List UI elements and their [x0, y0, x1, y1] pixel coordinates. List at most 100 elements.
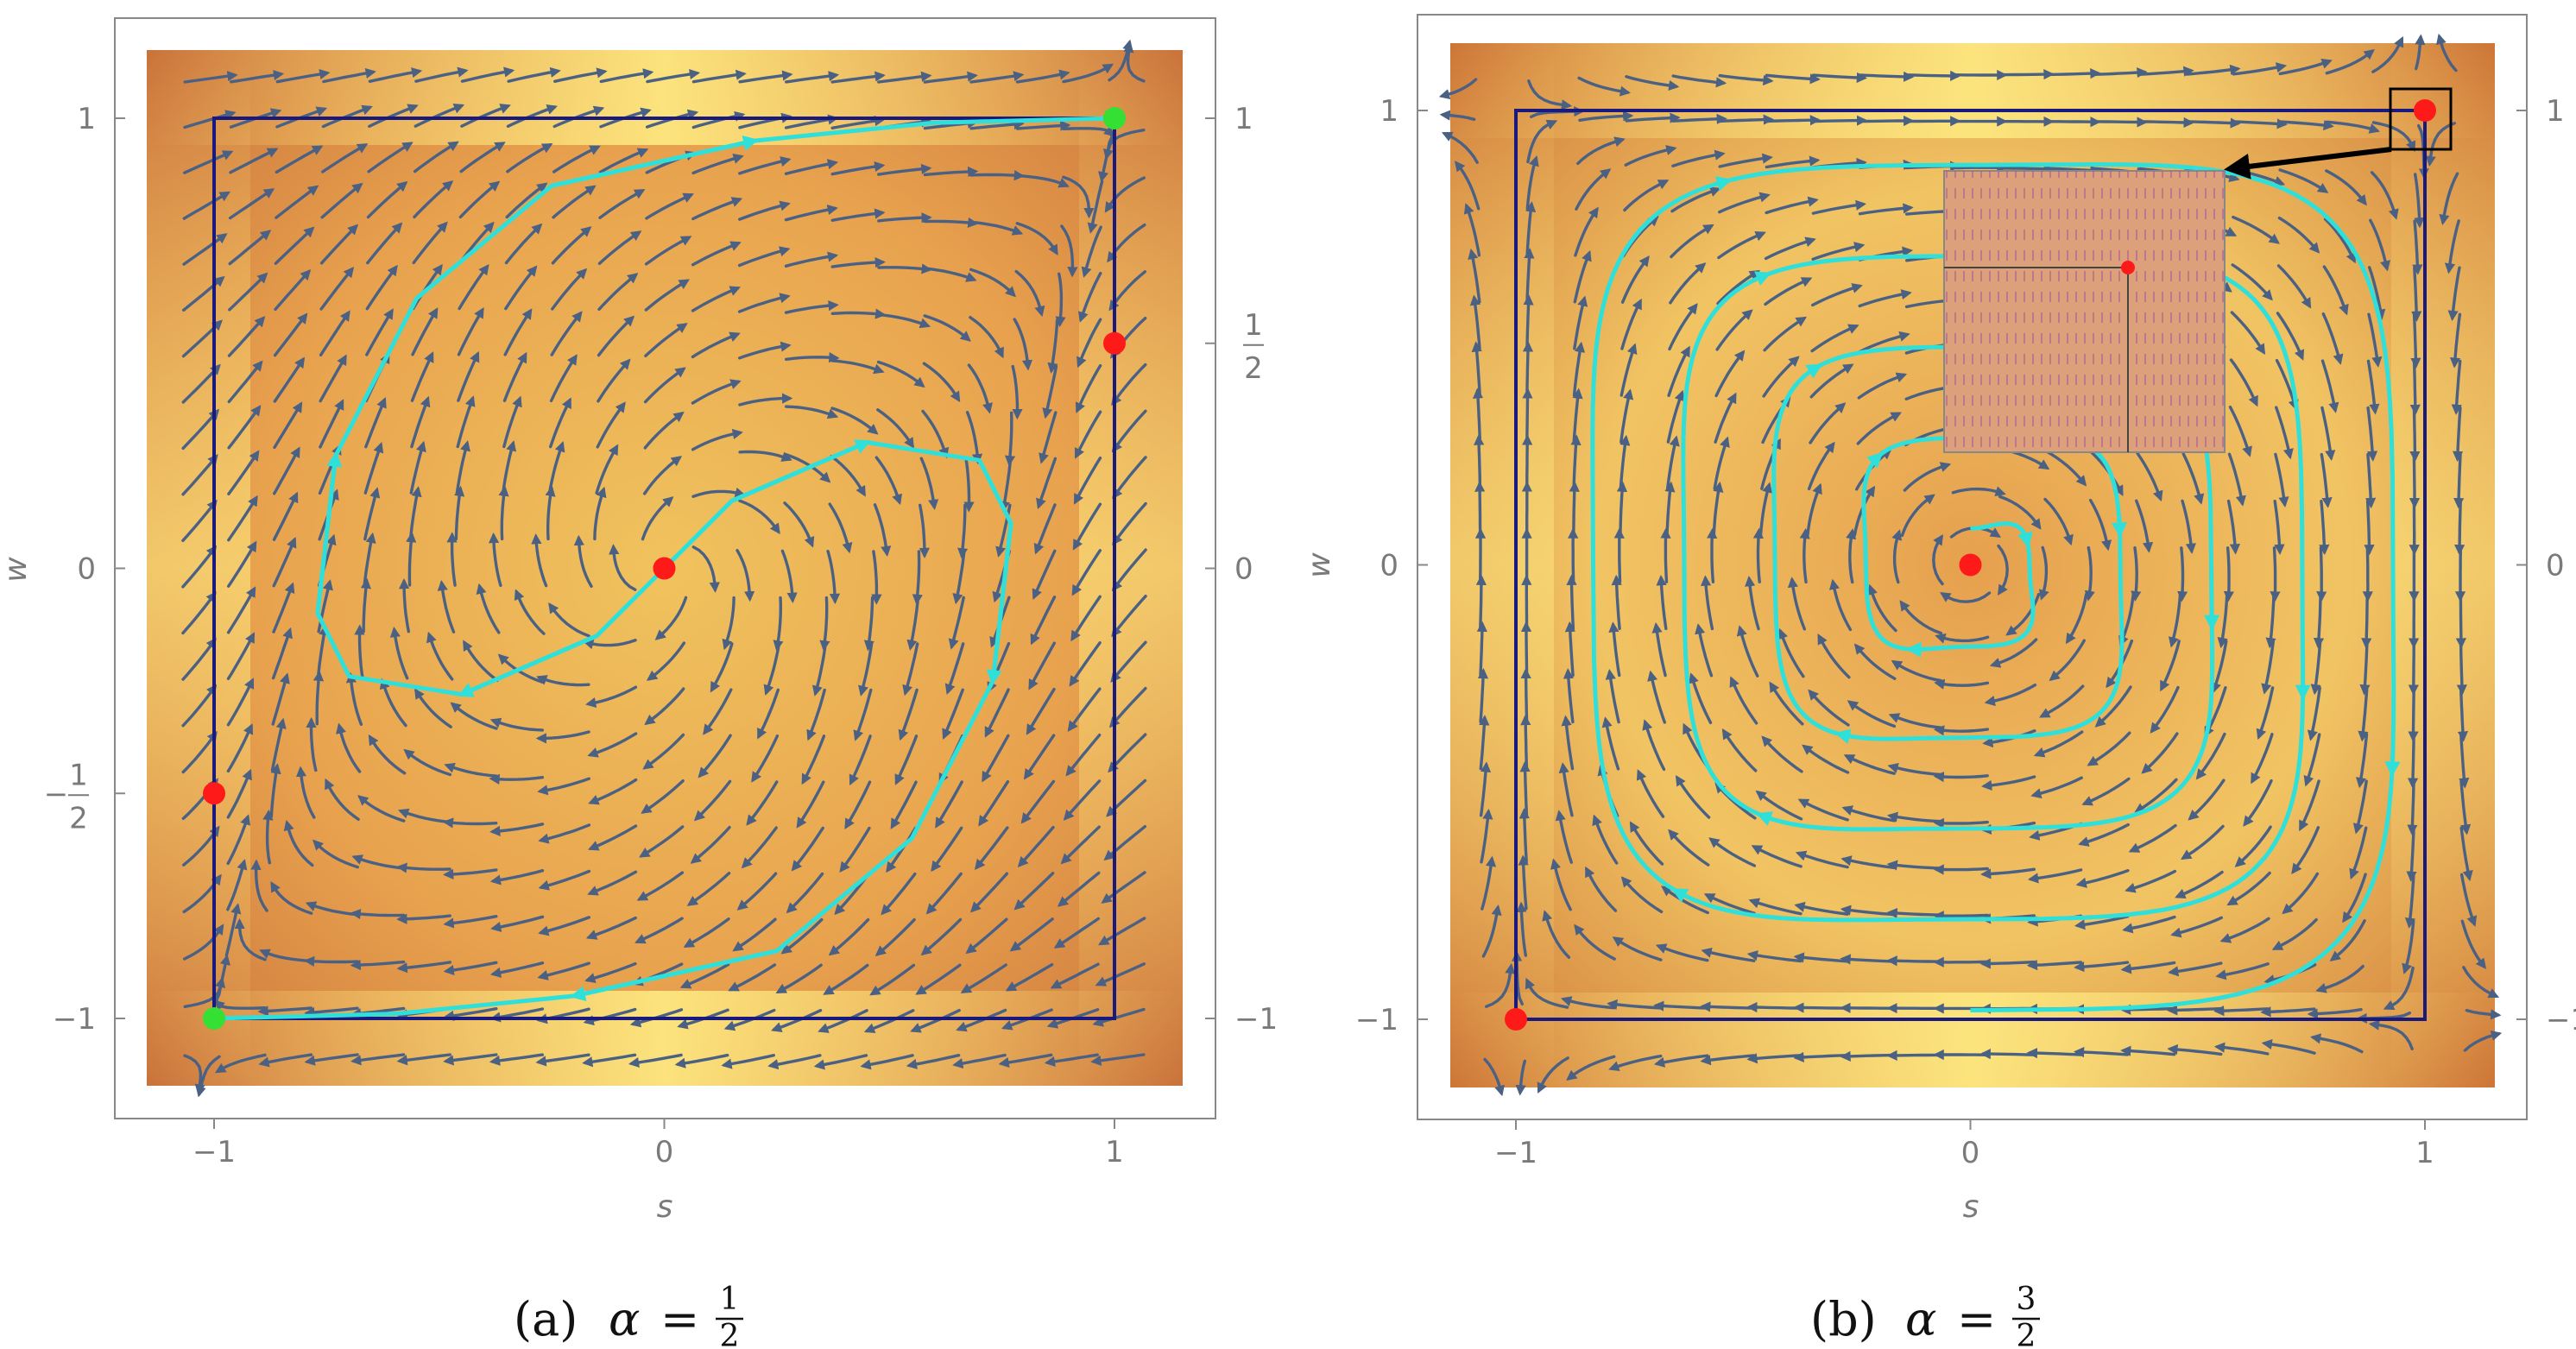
streamline-88	[1625, 75, 1680, 91]
streamline-402	[974, 826, 1009, 871]
streamline-49	[262, 809, 274, 865]
streamline-433	[2366, 406, 2378, 462]
streamline-311	[775, 963, 823, 993]
streamline-51	[270, 717, 287, 772]
streamline-243	[628, 1053, 683, 1068]
streamline-68	[257, 1005, 313, 1017]
streamline-317	[2094, 685, 2132, 728]
streamline-99	[1660, 527, 1671, 583]
streamline-400	[965, 917, 1008, 955]
streamline-186	[514, 589, 546, 635]
panel-a-ylabel: w	[0, 557, 34, 583]
panel-a-xlabel: s	[657, 1189, 673, 1225]
streamline-30	[226, 678, 255, 727]
streamline-273	[703, 688, 733, 735]
panel-b-y-ticks-right: 1 0 −1	[2516, 94, 2576, 1037]
streamline-136	[396, 913, 451, 924]
streamline-20	[1441, 131, 1479, 164]
streamline-365	[918, 503, 931, 558]
streamline-180	[1794, 901, 1849, 916]
streamline-362	[902, 642, 919, 697]
streamline-296	[763, 642, 781, 696]
streamline-427	[2358, 686, 2369, 742]
streamline-171	[504, 265, 538, 311]
streamline-36	[1522, 388, 1533, 444]
streamline-406	[2310, 640, 2322, 696]
streamline-157	[1746, 949, 1803, 963]
streamline-140	[414, 688, 452, 728]
streamline-344	[874, 456, 902, 506]
streamline-202	[538, 916, 590, 936]
streamline-122	[408, 486, 422, 541]
streamline-31	[1520, 621, 1532, 677]
streamline-105	[1669, 262, 1707, 305]
streamline-296	[2049, 639, 2087, 682]
streamline-21	[1439, 110, 1476, 122]
streamline-196	[552, 145, 601, 173]
streamline-92	[1620, 876, 1664, 914]
streamline-50	[1558, 762, 1574, 817]
streamline-250	[1933, 725, 1990, 736]
streamline-150	[1764, 236, 1816, 261]
streamline-482	[1104, 176, 1146, 213]
streamline-97	[354, 624, 365, 679]
streamline-431	[2364, 500, 2375, 556]
streamline-62	[274, 226, 315, 265]
streamline-357	[881, 872, 917, 916]
inset-streamlines	[1944, 171, 2225, 452]
streamline-183	[489, 773, 544, 785]
streamline-192	[1858, 331, 1910, 354]
streamline-465	[2462, 966, 2500, 999]
streamline-135	[396, 961, 451, 974]
streamline-411	[1004, 411, 1016, 467]
x-tick-label: 0	[655, 1135, 674, 1169]
streamline-354	[2167, 1005, 2223, 1016]
streamline-108	[367, 142, 414, 173]
streamline-1	[183, 1054, 205, 1095]
streamline-474	[1111, 548, 1147, 592]
streamline-359	[890, 780, 918, 829]
panel-a-caption-den: 2	[720, 1319, 740, 1349]
panel-b-y-ticks-left: 1 0 −1	[1355, 94, 1428, 1037]
streamline-476	[1112, 456, 1147, 500]
streamline-304	[784, 251, 839, 268]
streamline-451	[1070, 595, 1102, 642]
streamline-432	[1036, 457, 1058, 510]
streamline-458	[2411, 266, 2422, 322]
streamline-17	[1468, 248, 1481, 304]
streamline-7	[1479, 715, 1490, 771]
streamline-21	[183, 110, 237, 129]
streamline-397	[952, 1053, 1007, 1069]
highlight-arrow	[2204, 564, 2220, 631]
streamline-449	[1067, 687, 1102, 732]
streamline-436	[1055, 272, 1066, 328]
streamline-119	[389, 626, 409, 680]
streamline-297	[2065, 593, 2088, 645]
streamline-252	[646, 641, 686, 681]
streamline-363	[906, 596, 920, 651]
streamline-389	[2274, 406, 2294, 460]
streamline-445	[2404, 873, 2416, 929]
streamline-45	[214, 1053, 267, 1074]
streamline-417	[2325, 120, 2381, 134]
streamline-59	[1572, 341, 1586, 397]
streamline-340	[858, 642, 874, 697]
streamline-111	[350, 1053, 406, 1066]
streamline-1	[1483, 1057, 1505, 1097]
streamline-26	[1518, 854, 1529, 911]
streamline-391	[2276, 312, 2305, 361]
streamline-361	[898, 688, 919, 741]
streamline-79	[1619, 434, 1631, 490]
streamline-267	[1979, 958, 2036, 969]
highlight-arrow	[1754, 271, 1772, 287]
streamline-413	[2321, 312, 2344, 365]
streamline-75	[1608, 621, 1621, 678]
streamline-74	[1605, 668, 1620, 724]
streamline-378	[2219, 917, 2270, 943]
streamline-324	[830, 359, 885, 375]
streamline-179	[1793, 952, 1849, 963]
streamline-15	[1471, 341, 1482, 397]
streamline-88	[322, 67, 376, 84]
streamline-73	[306, 716, 318, 772]
streamline-373	[2232, 118, 2288, 129]
